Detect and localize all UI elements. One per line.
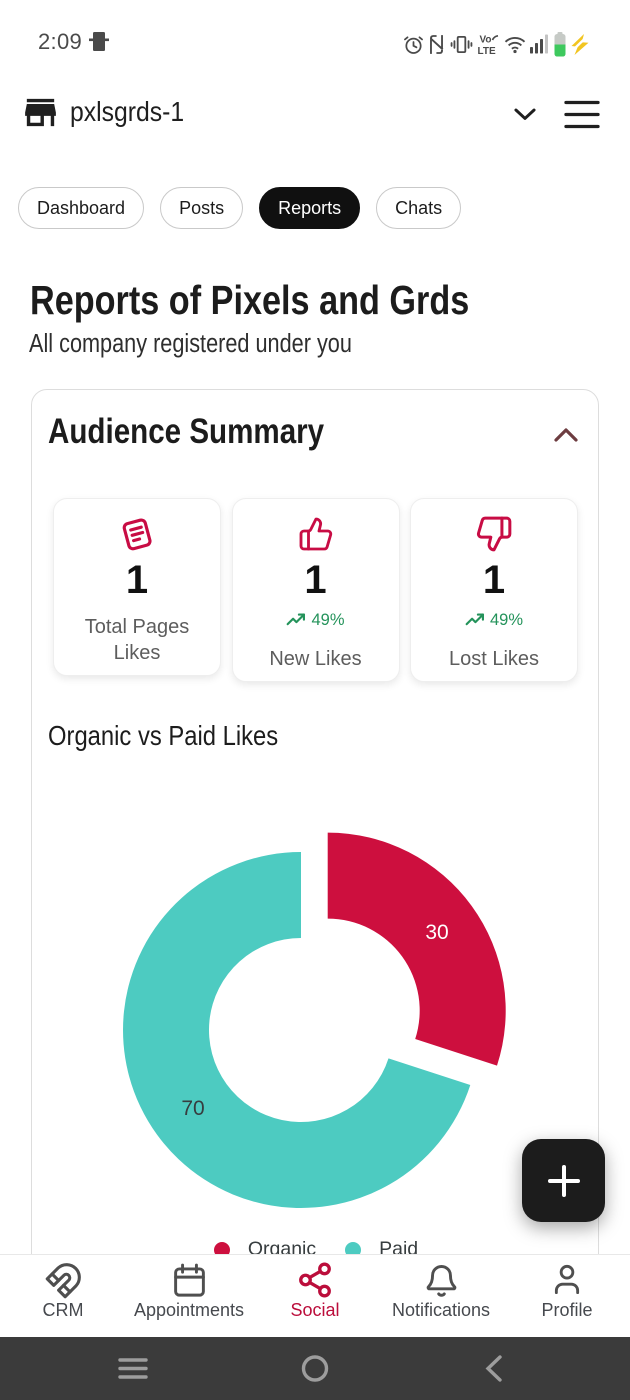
svg-text:Vo: Vo [480,34,492,45]
svg-text:70: 70 [181,1097,204,1120]
svg-text:30: 30 [425,921,448,944]
svg-text:LTE: LTE [478,46,496,56]
